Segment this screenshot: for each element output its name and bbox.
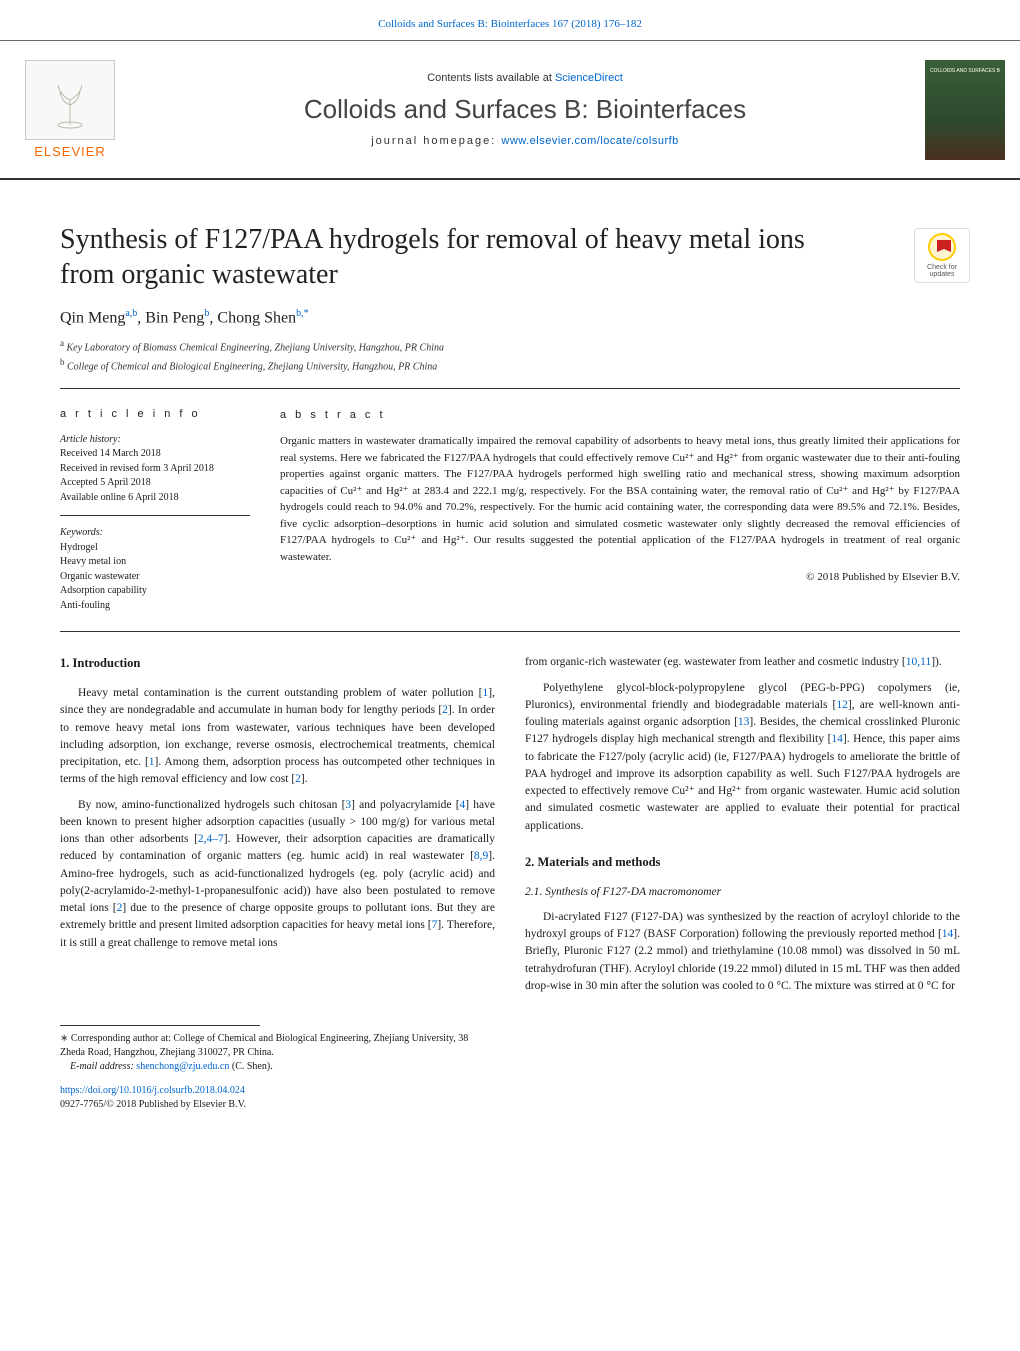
cite-1[interactable]: 1 bbox=[483, 687, 489, 699]
journal-header: ELSEVIER Contents lists available at Sci… bbox=[0, 40, 1020, 180]
intro-para-1: Heavy metal contamination is the current… bbox=[60, 685, 495, 789]
footnote-rule bbox=[60, 1025, 260, 1026]
homepage-link[interactable]: www.elsevier.com/locate/colsurfb bbox=[501, 135, 678, 147]
email-link[interactable]: shenchong@zju.edu.cn bbox=[136, 1061, 229, 1072]
article-info-left: a r t i c l e i n f o Article history: R… bbox=[60, 407, 280, 613]
history-0: Received 14 March 2018 bbox=[60, 447, 250, 462]
history-1: Received in revised form 3 April 2018 bbox=[60, 462, 250, 477]
article-title-block: Synthesis of F127/PAA hydrogels for remo… bbox=[0, 180, 1020, 296]
keyword-2: Organic wastewater bbox=[60, 570, 250, 585]
cite-3[interactable]: 3 bbox=[345, 799, 351, 811]
top-citation: Colloids and Surfaces B: Biointerfaces 1… bbox=[0, 0, 1020, 40]
author-3: Chong Shen bbox=[217, 309, 296, 326]
cite-14b[interactable]: 14 bbox=[942, 928, 954, 940]
keyword-3: Adsorption capability bbox=[60, 584, 250, 599]
cover-text: COLLOIDS AND SURFACES B bbox=[930, 68, 1000, 74]
authors-line: Qin Menga,b, Bin Pengb, Chong Shenb,* bbox=[0, 296, 1020, 333]
check-updates-icon bbox=[928, 233, 956, 261]
elsevier-tree-icon bbox=[25, 60, 115, 140]
elsevier-logo: ELSEVIER bbox=[0, 41, 140, 178]
cite-2c[interactable]: 2 bbox=[117, 902, 123, 914]
cite-2[interactable]: 2 bbox=[442, 704, 448, 716]
journal-cover: COLLOIDS AND SURFACES B bbox=[910, 41, 1020, 178]
header-center: Contents lists available at ScienceDirec… bbox=[140, 41, 910, 178]
abstract-text: Organic matters in wastewater dramatical… bbox=[280, 433, 960, 565]
check-updates-badge[interactable]: Check for updates bbox=[914, 228, 970, 283]
abstract-block: a b s t r a c t Organic matters in waste… bbox=[280, 407, 960, 613]
author-1-aff: a,b bbox=[125, 308, 137, 319]
right-column: from organic-rich wastewater (eg. wastew… bbox=[525, 654, 960, 1003]
cite-47[interactable]: 2,4–7 bbox=[198, 833, 224, 845]
history-2: Accepted 5 April 2018 bbox=[60, 476, 250, 491]
affiliation-a: a Key Laboratory of Biomass Chemical Eng… bbox=[60, 337, 960, 355]
article-info-row: a r t i c l e i n f o Article history: R… bbox=[60, 388, 960, 632]
article-info-heading: a r t i c l e i n f o bbox=[60, 407, 250, 423]
info-divider bbox=[60, 515, 250, 516]
author-2-aff: b bbox=[204, 308, 209, 319]
cite-12[interactable]: 12 bbox=[836, 699, 848, 711]
cite-1b[interactable]: 1 bbox=[149, 756, 155, 768]
elsevier-wordmark: ELSEVIER bbox=[34, 144, 106, 159]
intro-para-2: By now, amino-functionalized hydrogels s… bbox=[60, 797, 495, 952]
abstract-heading: a b s t r a c t bbox=[280, 407, 960, 424]
author-1: Qin Meng bbox=[60, 309, 125, 326]
author-2: Bin Peng bbox=[145, 309, 204, 326]
article-title: Synthesis of F127/PAA hydrogels for remo… bbox=[60, 222, 960, 292]
cite-14[interactable]: 14 bbox=[831, 733, 843, 745]
section-2-1-heading: 2.1. Synthesis of F127-DA macromonomer bbox=[525, 884, 960, 901]
email-tail: (C. Shen). bbox=[232, 1061, 273, 1072]
star-icon: ∗ bbox=[60, 1033, 68, 1044]
keywords-label: Keywords: bbox=[60, 526, 250, 541]
history-label: Article history: bbox=[60, 433, 250, 448]
contents-label: Contents lists available at bbox=[427, 72, 555, 84]
section-2-heading: 2. Materials and methods bbox=[525, 853, 960, 872]
cite-1011[interactable]: 10,11 bbox=[906, 656, 931, 668]
journal-title: Colloids and Surfaces B: Biointerfaces bbox=[140, 94, 910, 125]
affiliations: a Key Laboratory of Biomass Chemical Eng… bbox=[0, 333, 1020, 388]
affiliation-b: b College of Chemical and Biological Eng… bbox=[60, 356, 960, 374]
check-updates-label: Check for updates bbox=[927, 264, 957, 278]
keyword-1: Heavy metal ion bbox=[60, 555, 250, 570]
keyword-0: Hydrogel bbox=[60, 541, 250, 556]
cite-7[interactable]: 7 bbox=[432, 919, 438, 931]
cite-89[interactable]: 8,9 bbox=[474, 850, 488, 862]
sciencedirect-link[interactable]: ScienceDirect bbox=[555, 72, 623, 84]
right-para-1: from organic-rich wastewater (eg. wastew… bbox=[525, 654, 960, 671]
cover-thumbnail: COLLOIDS AND SURFACES B bbox=[925, 60, 1005, 160]
doi-link[interactable]: https://doi.org/10.1016/j.colsurfb.2018.… bbox=[60, 1085, 245, 1096]
corr-text: Corresponding author at: College of Chem… bbox=[60, 1033, 468, 1058]
copyright-line: © 2018 Published by Elsevier B.V. bbox=[280, 569, 960, 586]
cite-13[interactable]: 13 bbox=[738, 716, 750, 728]
homepage-line: journal homepage: www.elsevier.com/locat… bbox=[140, 135, 910, 147]
section-1-heading: 1. Introduction bbox=[60, 654, 495, 673]
body-columns: 1. Introduction Heavy metal contaminatio… bbox=[0, 632, 1020, 1013]
homepage-label: journal homepage: bbox=[371, 135, 501, 147]
right-para-2: Polyethylene glycol-block-polypropylene … bbox=[525, 680, 960, 835]
methods-para-1: Di-acrylated F127 (F127-DA) was synthesi… bbox=[525, 909, 960, 995]
email-label: E-mail address: bbox=[70, 1061, 134, 1072]
doi-block: https://doi.org/10.1016/j.colsurfb.2018.… bbox=[60, 1084, 490, 1112]
corresponding-author-note: ∗ Corresponding author at: College of Ch… bbox=[60, 1032, 490, 1074]
cite-4[interactable]: 4 bbox=[460, 799, 466, 811]
left-column: 1. Introduction Heavy metal contaminatio… bbox=[60, 654, 495, 1003]
history-3: Available online 6 April 2018 bbox=[60, 491, 250, 506]
cite-2b[interactable]: 2 bbox=[295, 773, 301, 785]
issn-line: 0927-7765/© 2018 Published by Elsevier B… bbox=[60, 1099, 246, 1110]
author-3-aff: b,* bbox=[296, 308, 309, 319]
keyword-4: Anti-fouling bbox=[60, 599, 250, 614]
contents-available-line: Contents lists available at ScienceDirec… bbox=[140, 72, 910, 84]
